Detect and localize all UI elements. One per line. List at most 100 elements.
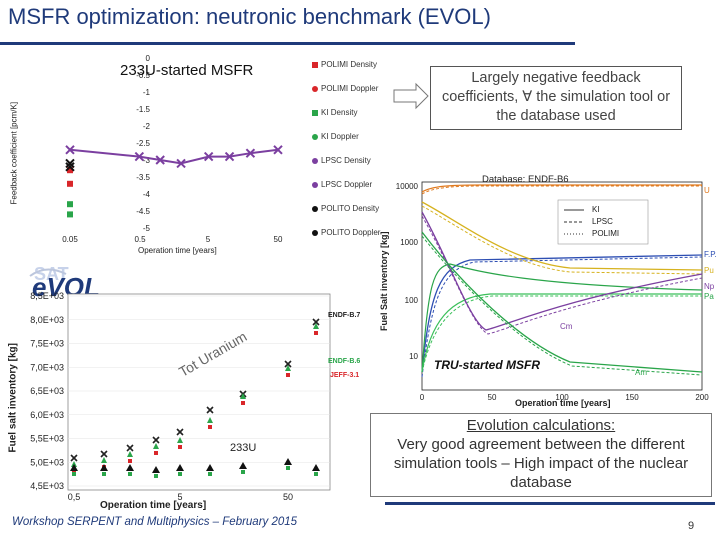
feedback-chart-xlabel: Operation time [years] [138,246,217,255]
inventory-right-ytick: 100 [405,296,419,305]
footer-text: Workshop SERPENT and Multiphysics – Febr… [12,516,298,528]
legend-marker [312,133,318,140]
inventory-left-ytick: 8,0E+03 [30,315,64,325]
feedback-point [65,145,75,155]
legend-marker [312,85,318,92]
legend-label: POLITO Doppler [321,228,381,237]
footer-rule [385,502,715,505]
inventory-chart-left: Fuel salt inventory [kg] 8,5E+03 8,0E+03 7… [0,282,370,512]
u233-label: 233U [230,442,257,454]
label-cm: Cm [560,322,573,331]
slide-title: MSFR optimization: neutronic benchmark (… [8,4,491,29]
feedback-ytick: -1.5 [136,105,150,114]
inventory-left-point [206,464,214,471]
feedback-ytick: 0 [146,54,151,63]
label-am: Am [635,368,647,377]
db-label-endf-b7: ENDF-B.7 [328,312,361,319]
inventory-left-ytick: 6,0E+03 [30,410,64,420]
inventory-left-point [314,331,318,335]
feedback-point [67,180,73,187]
legend-marker [312,229,318,236]
feedback-legend-item: LPSC Density [312,156,371,165]
curve-u-ki [421,184,702,193]
inventory-left-point [241,401,245,405]
inventory-left-point [154,474,158,478]
inventory-right-xtick: 50 [488,393,497,402]
inventory-left-point [284,360,292,368]
inventory-left-point [286,466,290,470]
inventory-left-point [313,323,319,329]
feedback-legend-item: POLIMI Density [312,60,377,69]
feedback-xtick: 0.5 [134,235,146,244]
feedback-trend-line [69,148,279,165]
feedback-chart-legend: POLIMI Density POLIMI Doppler KI Density KI… [312,60,422,250]
legend-label: LPSC Doppler [321,180,373,189]
inventory-left-point [102,472,106,476]
legend-label: POLIMI Doppler [321,84,379,93]
legend-label: KI Doppler [321,132,359,141]
evol-logo: SAT eVOL [26,264,116,306]
db-label-jeff31: JEFF-3.1 [330,372,360,379]
feedback-ytick: -3.5 [136,173,150,182]
feedback-ytick: -1 [143,88,151,97]
label-pu: Pu [704,266,714,275]
legend-marker [312,205,318,212]
inventory-left-point [126,464,134,471]
svg-text:SAT: SAT [34,264,69,284]
feedback-ytick: -0.5 [136,71,150,80]
feedback-legend-item: LPSC Doppler [312,180,372,189]
tru-subtitle: TRU-started MSFR [432,358,543,372]
inventory-left-xtick: 0,5 [68,492,81,502]
inventory-right-xtick: 0 [420,393,425,402]
label-np: Np [704,282,715,291]
feedback-ytick: -4 [143,190,151,199]
callout-arrow [393,82,429,110]
feedback-callout: Largely negative feedback coefficients, … [430,66,682,130]
inventory-left-point [312,464,320,471]
feedback-point [245,148,256,158]
right-legend-ki: KI [592,205,600,214]
curve-u-lpsc [421,185,702,195]
inventory-left-point [70,464,78,471]
label-pa: Pa [704,292,714,301]
evolution-body: Very good agreement between the differen… [393,436,689,491]
inventory-left-ytick: 6,5E+03 [30,386,64,396]
inventory-right-xtick: 100 [555,393,569,402]
legend-label: POLITO Density [321,204,380,213]
feedback-xtick: 50 [274,235,283,244]
legend-label: POLIMI Density [321,60,378,69]
feedback-point [67,167,73,174]
inventory-left-point [126,444,134,452]
right-legend-lpsc: LPSC [592,217,613,226]
inventory-left-plot: 8,5E+03 8,0E+03 7,5E+03 7,0E+03 6,5E+03 6,0E+… [30,291,331,502]
database-label: Database: ENDF-B6 [482,174,569,185]
feedback-point [67,201,73,208]
title-underline [0,42,575,45]
curve-fp [421,254,703,373]
feedback-point [176,158,186,169]
feedback-ytick: -2 [143,122,151,131]
feedback-xtick: 0.05 [62,235,78,244]
inventory-right-xlabel: Operation time [years] [515,398,611,408]
legend-marker [312,61,318,68]
evolution-box: Evolution calculations: Very good agreem… [370,413,712,497]
inventory-right-xtick: 200 [695,393,709,402]
feedback-point [65,158,75,169]
inventory-left-point [128,459,132,463]
feedback-legend-item: KI Density [312,108,357,117]
inventory-left-point [127,451,133,457]
inventory-left-point [208,425,212,429]
inventory-right-ytick: 10000 [396,182,419,191]
feedback-point [65,162,75,172]
inventory-left-point [152,466,160,473]
feedback-legend-item: KI Doppler [312,132,359,141]
inventory-left-xtick: 50 [283,492,293,502]
inventory-right-ytick: 10 [409,352,418,361]
inventory-left-point [154,451,158,455]
feedback-ytick: -3 [143,156,151,165]
feedback-ytick: -4.5 [136,207,150,216]
feedback-chart-plot: 0 -0.5 -1 -1.5 -2 -2.5 -3 -3.5 -4 -4.5 -5 0.05 0.5 5… [62,54,283,244]
inventory-left-point [314,472,318,476]
inventory-left-ytick: 4,5E+03 [30,481,64,491]
